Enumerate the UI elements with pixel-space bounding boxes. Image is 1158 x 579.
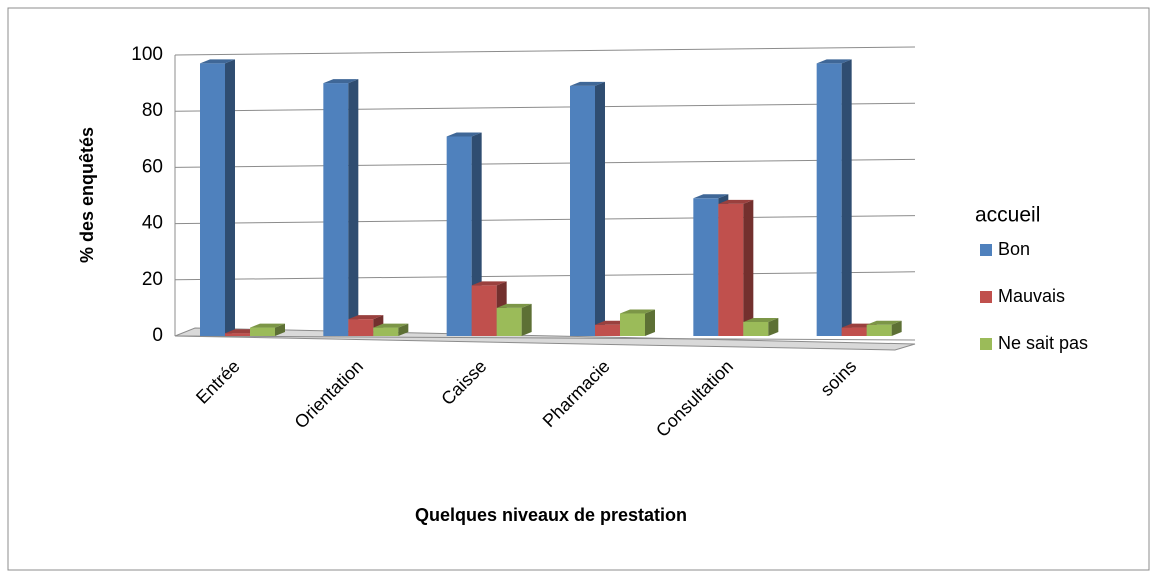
y-axis-title: % des enquêtés bbox=[77, 127, 97, 263]
bar-front bbox=[496, 307, 522, 336]
bar-top bbox=[496, 303, 532, 308]
bar-side bbox=[743, 199, 754, 336]
legend-swatch bbox=[980, 338, 992, 350]
bar-front bbox=[348, 319, 374, 336]
grid-line bbox=[174, 271, 916, 281]
bar bbox=[718, 199, 754, 336]
bar bbox=[620, 309, 655, 336]
bar-top bbox=[446, 132, 482, 137]
bar-front bbox=[446, 136, 472, 336]
bar-side bbox=[275, 323, 285, 336]
bar-side bbox=[398, 323, 409, 336]
bar-top bbox=[250, 323, 285, 328]
bar-side bbox=[595, 81, 605, 336]
bar-front bbox=[866, 324, 892, 336]
bar-front bbox=[693, 198, 719, 336]
bar bbox=[743, 317, 779, 336]
bar-front bbox=[816, 63, 842, 337]
y-tick-label: 80 bbox=[142, 100, 163, 121]
grid-line bbox=[174, 335, 916, 341]
legend-label: Mauvais bbox=[998, 286, 1065, 306]
bar-front bbox=[250, 327, 275, 336]
bar-top bbox=[743, 317, 779, 322]
bar-top bbox=[620, 309, 655, 314]
bar-top bbox=[866, 320, 902, 325]
bar-top bbox=[816, 59, 852, 64]
bar-front bbox=[743, 321, 769, 336]
bar-top bbox=[348, 315, 384, 320]
bar-side bbox=[841, 59, 852, 337]
bar-front bbox=[200, 63, 225, 337]
legend-swatch bbox=[980, 291, 992, 303]
bar-top bbox=[373, 323, 409, 328]
bar bbox=[570, 81, 605, 336]
y-tick-label: 0 bbox=[152, 325, 163, 346]
bar bbox=[496, 303, 532, 336]
bar-side bbox=[645, 309, 655, 336]
bar bbox=[323, 79, 359, 336]
bar-front bbox=[323, 83, 349, 336]
legend-title: accueil bbox=[975, 204, 1040, 227]
legend-label: Ne sait pas bbox=[998, 333, 1088, 353]
bar-side bbox=[768, 317, 779, 336]
grid-line bbox=[174, 46, 916, 56]
y-tick-label: 60 bbox=[142, 156, 163, 177]
legend-swatch bbox=[980, 244, 992, 256]
bar-front bbox=[841, 327, 867, 336]
grid-line bbox=[174, 158, 916, 168]
bar-front bbox=[718, 203, 744, 336]
bar-side bbox=[521, 303, 532, 336]
bar-top bbox=[570, 81, 605, 86]
bar bbox=[250, 323, 285, 336]
x-axis-title: Quelques niveaux de prestation bbox=[415, 505, 687, 525]
bar bbox=[200, 59, 235, 337]
bar-front bbox=[620, 313, 645, 336]
bar-top bbox=[693, 194, 729, 199]
legend-label: Bon bbox=[998, 239, 1030, 259]
bar-side bbox=[225, 59, 235, 337]
bar bbox=[816, 59, 852, 337]
bar-top bbox=[718, 199, 754, 204]
bar-top bbox=[200, 59, 235, 64]
bar-side bbox=[348, 79, 359, 336]
y-tick-label: 40 bbox=[142, 213, 163, 234]
y-tick-label: 100 bbox=[131, 44, 163, 65]
bar bbox=[866, 320, 902, 336]
bar bbox=[373, 323, 409, 336]
bar-front bbox=[471, 285, 497, 336]
grid-line bbox=[174, 102, 916, 112]
bar-front bbox=[373, 327, 399, 336]
bar-front bbox=[225, 333, 250, 336]
bar-top bbox=[471, 281, 507, 286]
bar-side bbox=[891, 320, 902, 336]
bar-front bbox=[595, 324, 620, 336]
bar-front bbox=[570, 85, 595, 336]
bar-top bbox=[323, 79, 359, 84]
grid-line bbox=[174, 215, 916, 225]
y-tick-label: 20 bbox=[142, 269, 163, 290]
